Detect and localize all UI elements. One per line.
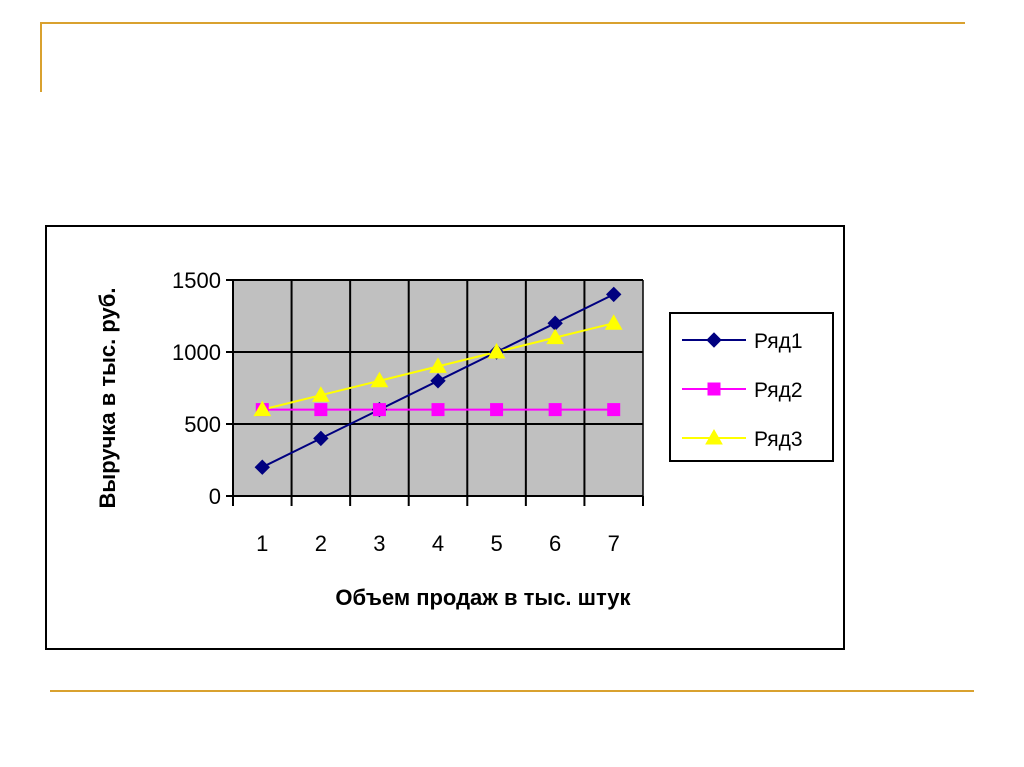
y-tick-label: 1500 xyxy=(172,268,221,293)
x-tick-labels: 1 2 3 4 5 6 7 xyxy=(256,531,620,556)
axes xyxy=(226,279,644,506)
data-point-series-3 xyxy=(429,357,447,373)
x-tick-label: 1 xyxy=(256,531,268,556)
y-tick-label: 1000 xyxy=(172,340,221,365)
series-markers xyxy=(253,286,623,475)
data-point-series-3 xyxy=(546,328,565,345)
legend-marker-2 xyxy=(707,382,721,396)
data-point-series-1 xyxy=(606,286,622,303)
legend-label-1: Ряд1 xyxy=(754,330,803,353)
data-point-series-2 xyxy=(431,403,445,417)
x-tick-label: 4 xyxy=(432,531,444,556)
left-accent-line xyxy=(40,22,42,92)
data-point-series-2 xyxy=(607,403,621,417)
y-axis-title: Выручка в тыс. руб. xyxy=(95,288,120,509)
data-point-series-2 xyxy=(314,403,328,417)
top-accent-line xyxy=(40,22,965,24)
bottom-accent-line xyxy=(50,690,974,692)
data-point-series-3 xyxy=(370,371,389,388)
y-tick-labels: 0 500 1000 1500 xyxy=(172,268,221,509)
legend-label-2: Ряд2 xyxy=(754,379,803,402)
legend-label-3: Ряд3 xyxy=(754,428,803,451)
legend-marker-1 xyxy=(706,332,722,348)
y-tick-label: 0 xyxy=(209,484,221,509)
x-tick-label: 6 xyxy=(549,531,561,556)
data-point-series-3 xyxy=(487,342,506,359)
x-tick-label: 3 xyxy=(373,531,385,556)
x-tick-label: 7 xyxy=(608,531,620,556)
legend: Ряд1 Ряд2 Ряд3 xyxy=(669,312,834,462)
data-point-series-2 xyxy=(548,403,562,417)
legend-box xyxy=(669,312,834,462)
data-point-series-3 xyxy=(604,314,623,330)
legend-marker-3 xyxy=(705,428,723,445)
data-point-series-1 xyxy=(313,430,329,447)
x-tick-label: 2 xyxy=(315,531,327,556)
data-point-series-1 xyxy=(430,373,446,389)
legend-items: Ряд1 Ряд2 Ряд3 xyxy=(682,330,803,451)
x-axis-title: Объем продаж в тыс. штук xyxy=(335,585,631,610)
gridlines xyxy=(233,279,644,497)
y-tick-label: 500 xyxy=(184,412,221,437)
x-tick-label: 5 xyxy=(490,531,502,556)
data-point-series-2 xyxy=(372,403,386,417)
chart-frame: 0 500 1000 1500 1 2 3 4 5 6 7 Выручка в тыс. руб.… xyxy=(45,225,845,650)
data-point-series-2 xyxy=(490,403,504,417)
data-point-series-1 xyxy=(254,459,270,475)
data-point-series-3 xyxy=(311,386,330,402)
line-chart: 0 500 1000 1500 1 2 3 4 5 6 7 Выручка в тыс. руб.… xyxy=(95,268,834,610)
data-point-series-3 xyxy=(253,400,272,417)
